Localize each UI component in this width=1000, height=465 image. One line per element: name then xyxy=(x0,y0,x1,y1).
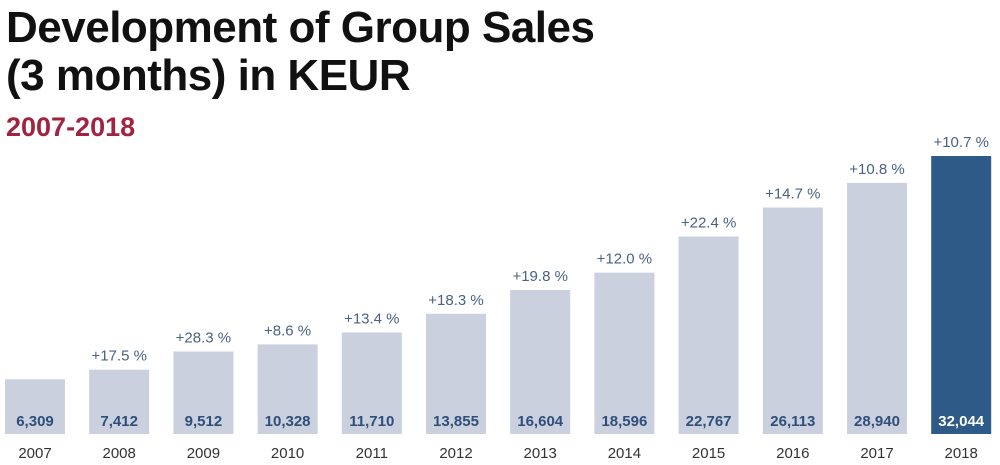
growth-label-2012: +18.3 % xyxy=(428,292,483,309)
bar-2017 xyxy=(847,182,907,434)
value-labels-group: 6,309 7,412 9,512 10,328 11,710 13,855 16,604 1… xyxy=(16,413,985,430)
chart-title-line-2: (3 months) in KEUR xyxy=(6,51,411,100)
value-label-2018: 32,044 xyxy=(938,413,985,430)
bar-2011 xyxy=(341,332,402,434)
year-label-2015: 2015 xyxy=(692,445,725,462)
value-label-2011: 11,710 xyxy=(349,413,394,430)
growth-label-2015: +22.4 % xyxy=(681,215,736,232)
bar-2009 xyxy=(173,351,234,434)
value-label-2008: 7,412 xyxy=(100,413,138,430)
value-label-2013: 16,604 xyxy=(517,413,564,430)
growth-label-2016: +14.7 % xyxy=(765,186,820,203)
bar-2013 xyxy=(510,290,571,434)
bars-group xyxy=(5,156,992,434)
chart-subtitle: 2007-2018 xyxy=(6,112,136,142)
value-label-2016: 26,113 xyxy=(770,413,815,430)
bar-2015 xyxy=(678,236,739,434)
growth-label-2011: +13.4 % xyxy=(344,310,399,327)
growth-label-2009: +28.3 % xyxy=(176,330,231,347)
bar-2012 xyxy=(426,313,486,434)
value-label-2009: 9,512 xyxy=(185,413,223,430)
chart-title-line-1: Development of Group Sales xyxy=(6,3,595,52)
growth-label-2010: +8.6 % xyxy=(264,322,311,339)
value-label-2015: 22,767 xyxy=(686,413,732,430)
bar-2018 xyxy=(931,156,992,434)
year-label-2017: 2017 xyxy=(860,445,893,462)
chart-title: Development of Group Sales (3 months) in… xyxy=(6,3,595,100)
value-label-2014: 18,596 xyxy=(601,413,647,430)
bar-2010 xyxy=(257,344,318,434)
growth-label-2008: +17.5 % xyxy=(91,348,146,365)
bar-2014 xyxy=(594,272,655,434)
growth-label-2017: +10.8 % xyxy=(849,161,904,178)
growth-label-2018: +10.7 % xyxy=(933,134,988,151)
year-label-2018: 2018 xyxy=(945,445,978,462)
year-label-2008: 2008 xyxy=(103,445,136,462)
bar-2007 xyxy=(5,379,65,434)
growth-labels-group: +17.5 % +28.3 % +8.6 % +13.4 % +18.3 % +19.8 … xyxy=(91,134,988,365)
value-label-2012: 13,855 xyxy=(433,413,479,430)
year-label-2012: 2012 xyxy=(439,445,472,462)
growth-label-2014: +12.0 % xyxy=(597,251,652,268)
value-label-2017: 28,940 xyxy=(854,413,900,430)
year-label-2013: 2013 xyxy=(524,445,557,462)
value-label-2007: 6,309 xyxy=(16,413,54,430)
growth-label-2013: +19.8 % xyxy=(512,268,567,285)
year-label-2014: 2014 xyxy=(608,445,641,462)
year-label-2009: 2009 xyxy=(187,445,220,462)
year-label-2010: 2010 xyxy=(271,445,304,462)
year-label-2007: 2007 xyxy=(18,445,51,462)
year-label-2016: 2016 xyxy=(776,445,809,462)
year-labels-group: 2007 2008 2009 2010 2011 2012 2013 2014 2015 2016… xyxy=(18,445,978,462)
bar-2008 xyxy=(89,369,150,434)
year-label-2011: 2011 xyxy=(356,445,388,462)
bar-2016 xyxy=(762,207,823,434)
value-label-2010: 10,328 xyxy=(265,413,311,430)
